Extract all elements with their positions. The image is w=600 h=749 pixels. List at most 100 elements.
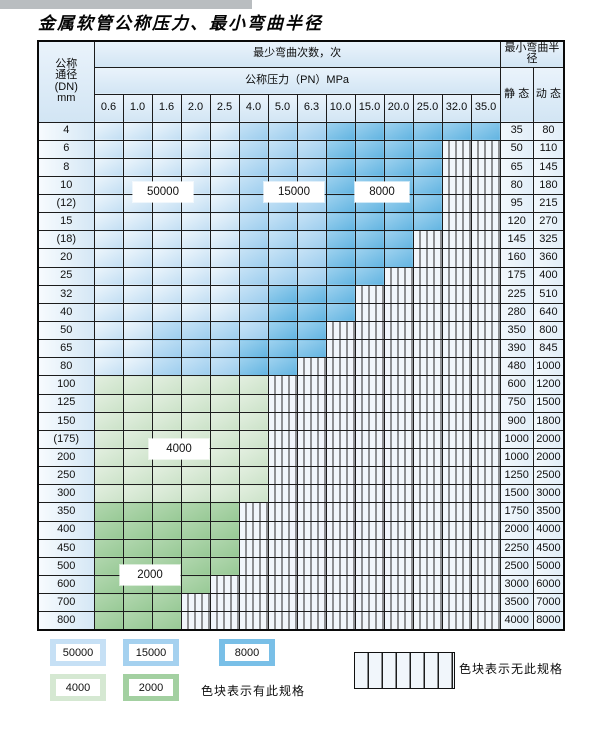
spec-cell-4000 — [238, 411, 269, 431]
spec-cell-unavailable — [470, 393, 501, 413]
static-radius-value: 35 — [499, 121, 534, 141]
spec-cell-15000 — [296, 121, 327, 141]
legend-label-4000: 4000 — [56, 679, 100, 696]
dynamic-radius-value: 145 — [532, 157, 565, 177]
spec-cell-8000 — [354, 266, 385, 286]
spec-cell-unavailable — [325, 593, 356, 613]
spec-cell-unavailable — [383, 411, 414, 431]
spec-cell-4000 — [180, 466, 211, 486]
dynamic-column-header: 动 态 — [532, 66, 565, 123]
spec-cell-50000 — [180, 266, 211, 286]
dn-label: 6 — [37, 139, 95, 159]
spec-cell-8000 — [267, 284, 298, 304]
spec-cell-unavailable — [470, 194, 501, 214]
dynamic-radius-value: 1800 — [532, 411, 565, 431]
spec-cell-15000 — [151, 357, 182, 377]
spec-cell-unavailable — [383, 393, 414, 413]
legend-hatch-sample — [354, 652, 455, 689]
spec-cell-unavailable — [470, 230, 501, 250]
spec-cell-50000 — [209, 157, 240, 177]
spec-cell-50000 — [122, 284, 153, 304]
dn-label: 400 — [37, 520, 95, 540]
spec-cell-unavailable — [412, 575, 443, 595]
spec-cell-50000 — [122, 248, 153, 268]
spec-table-wrapper: 公称 通径 (DN) mm 最少弯曲次数，次 最小弯曲半径 公称压力（PN）MPa 静… — [37, 40, 566, 631]
spec-cell-unavailable — [267, 466, 298, 486]
spec-cell-8000 — [325, 175, 356, 196]
table-row-dn-4: 4 35 80 — [37, 121, 565, 141]
legend-label-2000: 2000 — [129, 679, 173, 696]
spec-cell-4000 — [209, 466, 240, 486]
min-bend-cycles-header: 最少弯曲次数，次 — [93, 40, 501, 68]
spec-cell-50000 — [93, 266, 124, 286]
spec-cell-50000 — [93, 321, 124, 341]
pressure-header-32.0: 32.0 — [441, 93, 472, 123]
spec-cell-15000 — [238, 212, 269, 232]
dynamic-radius-value: 4000 — [532, 520, 565, 540]
static-radius-value: 225 — [499, 284, 534, 304]
spec-cell-2000 — [209, 556, 240, 577]
spec-cell-unavailable — [470, 248, 501, 268]
spec-cell-unavailable — [383, 429, 414, 450]
spec-cell-2000 — [209, 538, 240, 558]
spec-cell-15000 — [296, 248, 327, 268]
dynamic-radius-value: 325 — [532, 230, 565, 250]
spec-cell-unavailable — [441, 266, 472, 286]
spec-cell-8000 — [325, 284, 356, 304]
spec-cell-50000 — [93, 175, 124, 196]
spec-cell-unavailable — [209, 575, 240, 595]
spec-cell-2000 — [122, 611, 153, 631]
spec-cell-50000 — [209, 302, 240, 323]
spec-cell-8000 — [267, 357, 298, 377]
legend-label-50000: 50000 — [56, 644, 100, 661]
spec-cell-50000 — [122, 157, 153, 177]
spec-cell-unavailable — [267, 575, 298, 595]
spec-cell-8000 — [296, 339, 327, 359]
spec-cell-unavailable — [354, 284, 385, 304]
spec-cell-8000 — [354, 212, 385, 232]
dynamic-radius-value: 110 — [532, 139, 565, 159]
spec-cell-unavailable — [383, 448, 414, 468]
spec-cell-unavailable — [267, 502, 298, 522]
spec-cell-50000 — [180, 212, 211, 232]
spec-cell-8000 — [354, 121, 385, 141]
spec-cell-50000 — [122, 357, 153, 377]
spec-cell-8000 — [238, 339, 269, 359]
spec-cell-50000 — [93, 357, 124, 377]
spec-cell-unavailable — [470, 321, 501, 341]
spec-cell-unavailable — [470, 175, 501, 196]
spec-cell-unavailable — [412, 448, 443, 468]
pressure-header-35.0: 35.0 — [470, 93, 501, 123]
spec-cell-unavailable — [354, 484, 385, 504]
spec-cell-unavailable — [470, 284, 501, 304]
spec-cell-unavailable — [412, 556, 443, 577]
spec-cell-unavailable — [267, 375, 298, 395]
pressure-header-1.6: 1.6 — [151, 93, 182, 123]
dynamic-radius-value: 640 — [532, 302, 565, 323]
spec-cell-unavailable — [441, 575, 472, 595]
spec-cell-unavailable — [325, 321, 356, 341]
dynamic-radius-value: 1200 — [532, 375, 565, 395]
dn-column-header: 公称 通径 (DN) mm — [37, 40, 95, 123]
spec-cell-2000 — [93, 538, 124, 558]
spec-table: 公称 通径 (DN) mm 最少弯曲次数，次 最小弯曲半径 公称压力（PN）MPa 静… — [37, 40, 566, 631]
spec-cell-4000 — [180, 484, 211, 504]
dynamic-radius-value: 800 — [532, 321, 565, 341]
table-row-dn-800: 800 4000 8000 — [37, 611, 565, 631]
spec-cell-unavailable — [354, 357, 385, 377]
table-row-dn-25: 25 175 400 — [37, 266, 565, 286]
page-title: 金属软管公称压力、最小弯曲半径 — [38, 14, 323, 34]
spec-cell-unavailable — [325, 611, 356, 631]
dn-label: 300 — [37, 484, 95, 504]
cycles-label-8000: 8000 — [355, 182, 409, 202]
legend-swatch-2000: 2000 — [123, 674, 179, 701]
spec-cell-8000 — [412, 121, 443, 141]
spec-cell-50000 — [122, 212, 153, 232]
dn-label: 20 — [37, 248, 95, 268]
spec-cell-unavailable — [325, 357, 356, 377]
spec-cell-unavailable — [412, 484, 443, 504]
spec-cell-unavailable — [441, 157, 472, 177]
pressure-header-2.0: 2.0 — [180, 93, 211, 123]
spec-cell-unavailable — [209, 611, 240, 631]
dynamic-radius-value: 2500 — [532, 466, 565, 486]
